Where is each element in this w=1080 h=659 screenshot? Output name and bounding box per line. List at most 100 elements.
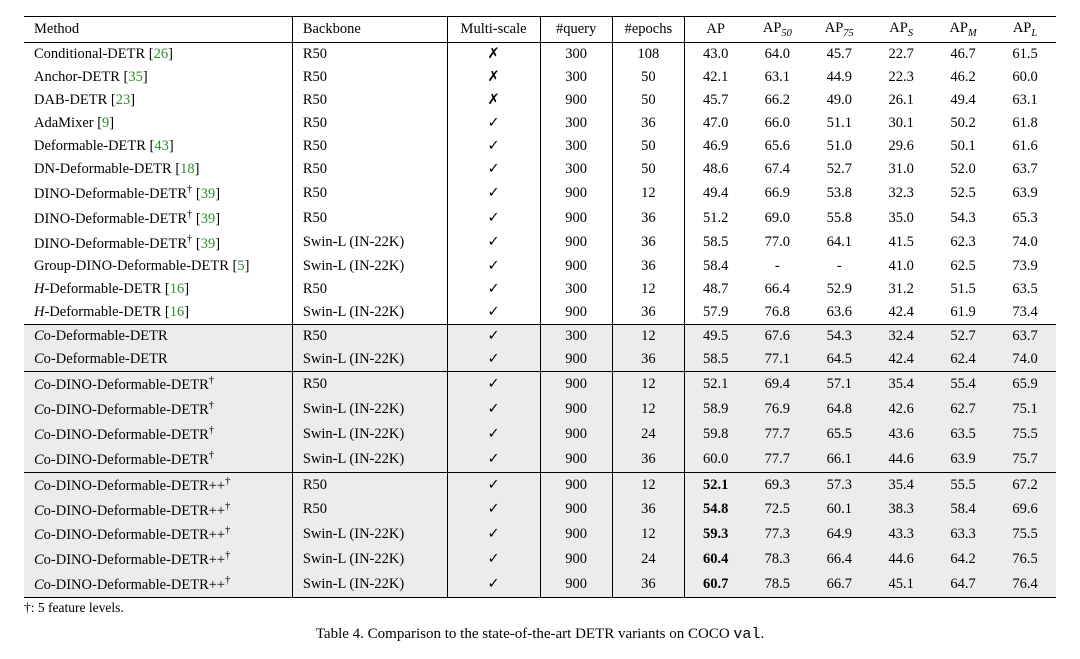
cell-ap: 46.9 [684,135,746,158]
cell-query: 900 [540,472,612,497]
cell-apm: 62.7 [932,397,994,422]
cell-apm: 50.1 [932,135,994,158]
cell-apm: 52.0 [932,158,994,181]
table-row: Co-DINO-Deformable-DETR†Swin-L (IN-22K)✓… [24,422,1056,447]
cell-apm: 64.2 [932,547,994,572]
cell-apl: 74.0 [994,231,1056,256]
cell-ap: 43.0 [684,42,746,66]
cell-apl: 63.5 [994,278,1056,301]
cell-query: 300 [540,325,612,349]
cell-ap50: 65.6 [746,135,808,158]
cell-multiscale: ✓ [447,447,540,472]
cell-ap: 58.9 [684,397,746,422]
table-body: Conditional-DETR [26]R50✗30010843.064.04… [24,42,1056,597]
cell-apm: 52.5 [932,181,994,206]
cell-backbone: R50 [292,42,447,66]
cell-query: 900 [540,547,612,572]
table-row: DINO-Deformable-DETR† [39]R50✓9003651.26… [24,206,1056,231]
cell-apl: 74.0 [994,348,1056,372]
cell-ap75: 45.7 [808,42,870,66]
cell-epochs: 36 [612,572,684,597]
cell-multiscale: ✓ [447,397,540,422]
cell-backbone: Swin-L (IN-22K) [292,301,447,325]
caption-pre: Table 4. Comparison to the state-of-the-… [316,626,734,642]
cell-query: 300 [540,158,612,181]
cell-apl: 63.7 [994,158,1056,181]
cell-aps: 31.0 [870,158,932,181]
cell-apm: 63.9 [932,447,994,472]
cell-backbone: Swin-L (IN-22K) [292,348,447,372]
cell-epochs: 36 [612,231,684,256]
cell-ap50: 66.2 [746,89,808,112]
th-ap50: AP50 [746,17,808,43]
table-row: H-Deformable-DETR [16]R50✓3001248.766.45… [24,278,1056,301]
cell-backbone: R50 [292,89,447,112]
cell-aps: 44.6 [870,547,932,572]
cell-ap: 58.4 [684,255,746,278]
cell-ap75: 51.0 [808,135,870,158]
cell-multiscale: ✓ [447,181,540,206]
cell-method: Conditional-DETR [26] [24,42,292,66]
cell-aps: 35.4 [870,472,932,497]
cell-aps: 32.3 [870,181,932,206]
cell-epochs: 50 [612,66,684,89]
cell-epochs: 12 [612,472,684,497]
table-row: Co-DINO-Deformable-DETR†R50✓9001252.169.… [24,372,1056,397]
cell-ap: 58.5 [684,348,746,372]
cell-method: Co-DINO-Deformable-DETR++† [24,498,292,523]
cell-backbone: Swin-L (IN-22K) [292,447,447,472]
cell-aps: 32.4 [870,325,932,349]
cell-aps: 31.2 [870,278,932,301]
th-aps-pre: AP [889,20,908,36]
cell-multiscale: ✓ [447,255,540,278]
cell-apl: 61.8 [994,112,1056,135]
cell-aps: 42.6 [870,397,932,422]
cell-ap75: 51.1 [808,112,870,135]
cell-apl: 76.4 [994,572,1056,597]
th-backbone: Backbone [292,17,447,43]
cell-query: 300 [540,42,612,66]
cell-ap50: 64.0 [746,42,808,66]
cell-multiscale: ✓ [447,135,540,158]
cell-backbone: Swin-L (IN-22K) [292,547,447,572]
cell-epochs: 12 [612,522,684,547]
cell-ap: 49.4 [684,181,746,206]
cell-method: DINO-Deformable-DETR† [39] [24,231,292,256]
cell-multiscale: ✓ [447,422,540,447]
table-row: Conditional-DETR [26]R50✗30010843.064.04… [24,42,1056,66]
cell-apm: 62.5 [932,255,994,278]
cell-aps: 42.4 [870,301,932,325]
cell-apl: 76.5 [994,547,1056,572]
cell-apm: 61.9 [932,301,994,325]
cell-apl: 65.9 [994,372,1056,397]
cell-ap50: 77.1 [746,348,808,372]
cell-multiscale: ✓ [447,206,540,231]
cell-ap75: 55.8 [808,206,870,231]
cell-ap75: 64.8 [808,397,870,422]
cell-ap50: 69.3 [746,472,808,497]
cell-ap50: 76.8 [746,301,808,325]
cell-method: Co-DINO-Deformable-DETR† [24,397,292,422]
cell-multiscale: ✓ [447,472,540,497]
cell-method: DINO-Deformable-DETR† [39] [24,181,292,206]
cell-apm: 52.7 [932,325,994,349]
cell-backbone: R50 [292,112,447,135]
cell-apl: 63.9 [994,181,1056,206]
cell-ap75: 65.5 [808,422,870,447]
cell-ap: 60.7 [684,572,746,597]
cell-ap75: 57.3 [808,472,870,497]
cell-ap: 58.5 [684,231,746,256]
cell-ap: 57.9 [684,301,746,325]
cell-epochs: 12 [612,397,684,422]
cell-query: 900 [540,522,612,547]
cell-backbone: Swin-L (IN-22K) [292,255,447,278]
cell-ap: 42.1 [684,66,746,89]
cell-method: H-Deformable-DETR [16] [24,278,292,301]
table-row: Co-DINO-Deformable-DETR++†Swin-L (IN-22K… [24,522,1056,547]
cell-apm: 62.4 [932,348,994,372]
cell-epochs: 12 [612,278,684,301]
cell-method: Co-DINO-Deformable-DETR† [24,447,292,472]
cell-apl: 75.1 [994,397,1056,422]
table-row: DAB-DETR [23]R50✗9005045.766.249.026.149… [24,89,1056,112]
cell-apl: 69.6 [994,498,1056,523]
